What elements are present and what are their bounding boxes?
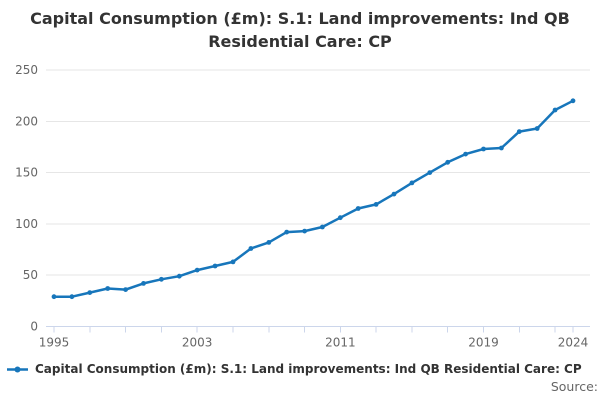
chart-title-line-1: Capital Consumption (£m): S.1: Land impr… [30,9,570,28]
legend-marker-dot [14,366,21,372]
series-line [52,99,575,298]
data-point-2009[interactable] [302,228,307,234]
data-point-2008[interactable] [284,229,290,235]
data-point-1995[interactable] [51,294,57,300]
data-point-2017[interactable] [445,159,451,165]
data-point-2016[interactable] [427,170,433,176]
data-point-2012[interactable] [355,206,361,211]
data-point-2024[interactable] [570,98,576,104]
data-point-2002[interactable] [176,273,182,279]
data-point-2010[interactable] [320,224,325,230]
legend-line-marker-icon [7,366,28,372]
data-point-2011[interactable] [337,215,343,221]
x-axis-label: 2011 [325,336,356,350]
chart-title-line-2: Residential Care: CP [208,32,392,52]
y-axis-label: 100 [15,217,38,231]
y-axis-label: 50 [23,268,38,282]
data-point-2023[interactable] [552,107,558,113]
data-point-2000[interactable] [141,281,146,286]
data-point-2007[interactable] [266,240,272,245]
data-point-2001[interactable] [159,276,164,282]
data-point-2015[interactable] [409,180,415,186]
data-point-1998[interactable] [105,286,111,291]
y-axis-label: 0 [30,320,38,334]
data-point-2013[interactable] [373,202,379,207]
x-axis-label: 2024 [558,336,589,350]
data-point-2021[interactable] [516,129,522,135]
data-point-2020[interactable] [499,145,504,151]
y-axis-label: 200 [15,114,38,128]
legend-item[interactable]: Capital Consumption (£m): S.1: Land impr… [6,362,582,376]
data-point-2003[interactable] [194,267,200,273]
data-point-2022[interactable] [534,126,540,131]
source-label: Source: [550,379,598,394]
y-axis-label: 250 [15,63,38,77]
data-point-2004[interactable] [212,263,218,269]
legend-label: Capital Consumption (£m): S.1: Land impr… [35,362,582,376]
x-axis-label: 2019 [468,336,499,350]
data-point-2014[interactable] [391,191,397,197]
data-point-2019[interactable] [481,146,486,152]
chart-title: Capital Consumption (£m): S.1: Land impr… [0,7,600,53]
data-point-1997[interactable] [87,290,93,295]
x-axis-label: 2003 [182,336,213,350]
x-axis-label: 1995 [39,336,70,350]
data-point-2005[interactable] [230,259,236,265]
data-point-2018[interactable] [463,151,468,157]
data-point-2006[interactable] [248,246,254,251]
data-point-1996[interactable] [69,294,75,300]
data-point-1999[interactable] [123,287,128,292]
y-axis-label: 150 [15,166,38,180]
